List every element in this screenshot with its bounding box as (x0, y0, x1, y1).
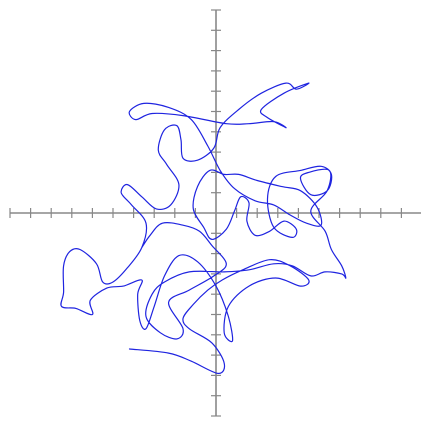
series-layer (60, 82, 347, 375)
series-line (60, 82, 347, 375)
